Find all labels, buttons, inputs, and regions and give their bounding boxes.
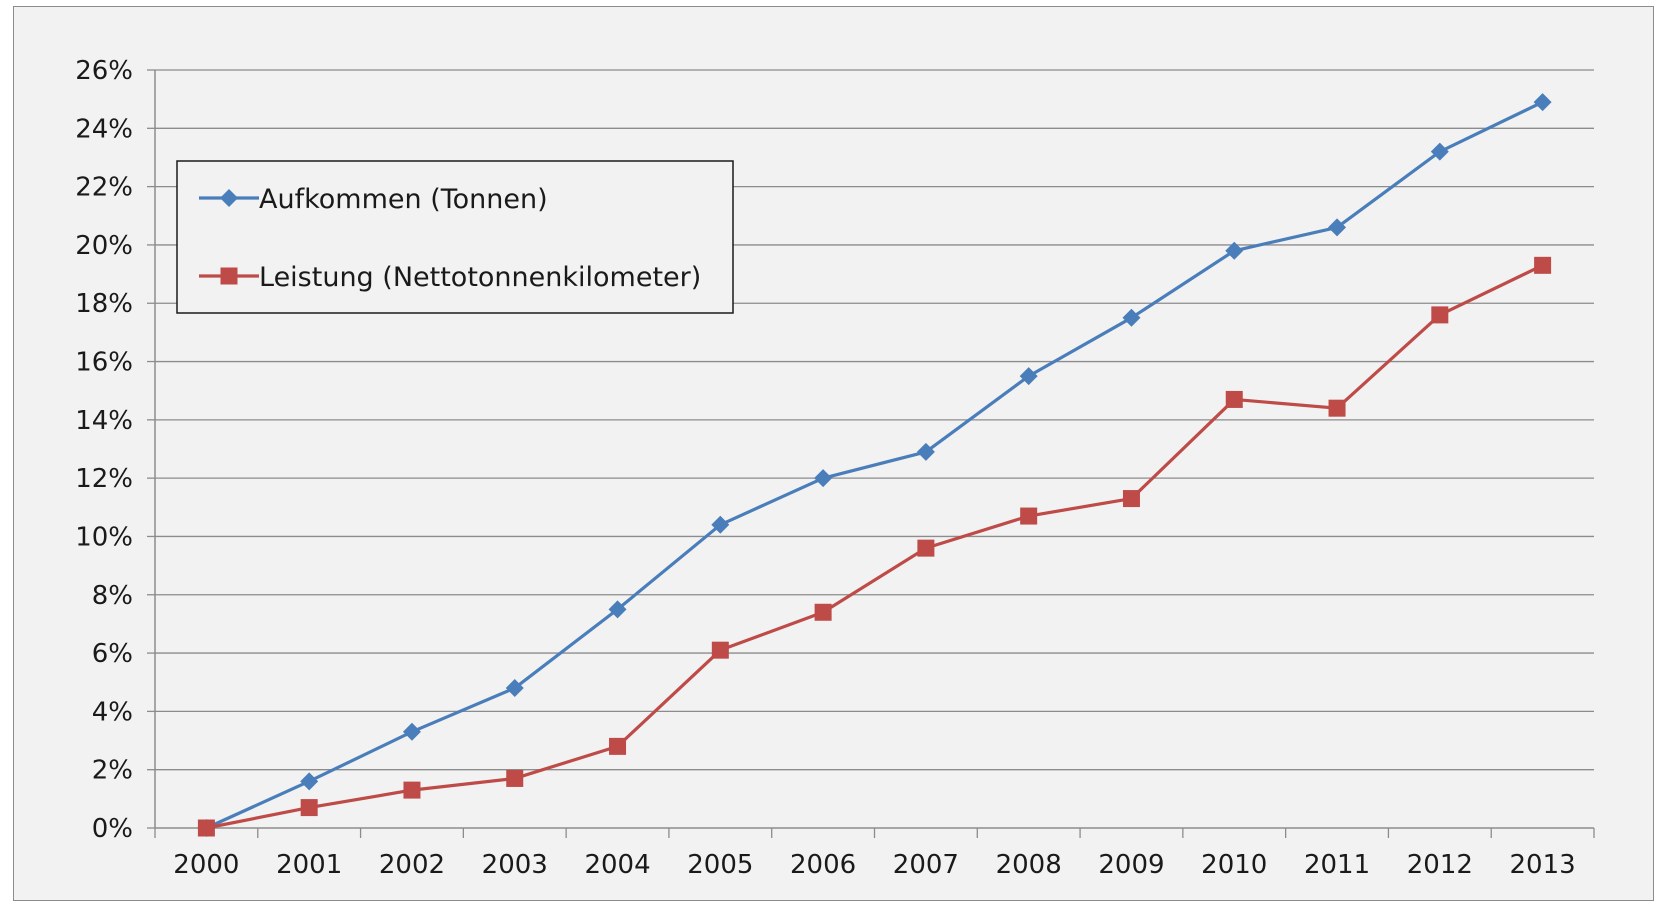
y-tick-label: 10%: [75, 522, 133, 552]
legend-marker: [220, 267, 238, 285]
data-point: [1328, 218, 1347, 237]
y-tick-label: 12%: [75, 464, 133, 494]
y-tick-label: 18%: [75, 289, 133, 319]
y-tick-label: 2%: [92, 756, 133, 786]
x-tick-label: 2009: [1098, 850, 1164, 880]
data-point: [403, 781, 421, 799]
x-tick-label: 2002: [379, 850, 445, 880]
data-point: [1431, 306, 1449, 324]
x-tick-label: 2010: [1201, 850, 1267, 880]
y-tick-label: 26%: [75, 56, 133, 86]
y-tick-label: 4%: [92, 697, 133, 727]
x-tick-label: 2003: [482, 850, 548, 880]
data-point: [1019, 367, 1038, 386]
data-point: [1328, 399, 1346, 417]
data-point: [609, 737, 627, 755]
x-tick-label: 2007: [893, 850, 959, 880]
data-point: [1225, 390, 1243, 408]
y-tick-label: 16%: [75, 348, 133, 378]
legend-label: Aufkommen (Tonnen): [259, 184, 548, 215]
data-point: [711, 641, 729, 659]
y-tick-label: 22%: [75, 173, 133, 203]
x-tick-label: 2013: [1510, 850, 1576, 880]
x-tick-label: 2004: [584, 850, 650, 880]
data-point: [1534, 256, 1552, 274]
x-tick-label: 2008: [996, 850, 1062, 880]
legend-label: Leistung (Nettotonnenkilometer): [259, 262, 701, 293]
series-line-1: [205, 100, 1544, 830]
data-point: [1020, 507, 1038, 525]
x-tick-label: 2006: [790, 850, 856, 880]
y-tick-label: 20%: [75, 231, 133, 261]
x-tick-label: 2001: [276, 850, 342, 880]
data-point: [814, 603, 832, 621]
data-point: [814, 469, 833, 488]
y-tick-label: 6%: [92, 639, 133, 669]
data-point: [917, 539, 935, 557]
series-line-2: [206, 263, 1544, 830]
data-point: [1122, 490, 1140, 508]
x-tick-label: 2000: [173, 850, 239, 880]
y-tick-label: 24%: [75, 114, 133, 144]
data-point: [1122, 308, 1141, 327]
data-point: [916, 442, 935, 461]
legend-marker: [220, 189, 238, 207]
data-point: [300, 772, 319, 791]
data-point: [711, 515, 730, 534]
y-tick-label: 14%: [75, 406, 133, 436]
y-tick-label: 8%: [92, 581, 133, 611]
data-point: [300, 799, 318, 817]
x-tick-label: 2005: [687, 850, 753, 880]
y-tick-label: 0%: [92, 814, 133, 844]
data-point: [608, 600, 627, 619]
data-point: [197, 819, 215, 837]
data-point: [1225, 241, 1244, 260]
data-point: [402, 722, 421, 741]
data-point: [1533, 93, 1552, 112]
chart-area: [13, 6, 1654, 901]
data-point: [505, 679, 524, 698]
data-point: [1430, 142, 1449, 161]
x-tick-label: 2011: [1304, 850, 1370, 880]
legend: [176, 160, 734, 314]
x-tick-label: 2012: [1407, 850, 1473, 880]
data-point: [506, 769, 524, 787]
